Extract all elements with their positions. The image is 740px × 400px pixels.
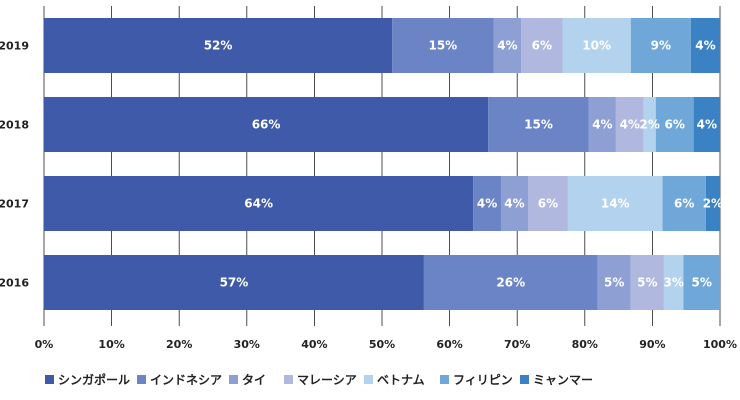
bar-segment <box>44 255 424 310</box>
data-label: 4% <box>695 39 715 53</box>
y-tick-label: 2017 <box>0 198 29 211</box>
data-label: 66% <box>252 118 281 132</box>
data-label: 52% <box>204 39 233 53</box>
bar-segment <box>562 18 631 73</box>
data-label: 4% <box>504 197 524 211</box>
bar-segment <box>423 255 598 310</box>
bar-segment <box>705 176 720 231</box>
y-tick-label: 2016 <box>0 277 29 290</box>
data-label: 10% <box>582 39 611 53</box>
bar-segment <box>528 176 568 231</box>
data-label: 15% <box>524 118 553 132</box>
data-label: 5% <box>637 276 657 290</box>
data-label: 64% <box>244 197 273 211</box>
bar-segment <box>630 18 691 73</box>
bar-segment <box>655 97 694 152</box>
legend-label: タイ <box>242 373 266 387</box>
legend-label: ベトナム <box>377 373 425 387</box>
data-label: 4% <box>592 118 612 132</box>
legend-label: インドネシア <box>150 373 222 387</box>
legend-swatch <box>137 375 146 384</box>
bar-segment <box>662 176 706 231</box>
bar-segment <box>488 97 589 152</box>
data-label: 2% <box>640 118 660 132</box>
bar-segment <box>630 255 664 310</box>
bar-segment <box>500 176 529 231</box>
bar-segment <box>473 176 501 231</box>
x-tick-label: 50% <box>369 338 395 351</box>
legend-label: シンガポール <box>58 372 130 387</box>
x-tick-label: 10% <box>98 338 124 351</box>
data-label: 26% <box>496 276 525 290</box>
bar-segment <box>663 255 684 310</box>
legend-swatch <box>284 375 293 384</box>
legend-swatch <box>364 375 373 384</box>
data-label: 4% <box>697 118 717 132</box>
data-label: 57% <box>220 276 249 290</box>
bar-segment <box>690 18 720 73</box>
legend-swatch <box>229 375 238 384</box>
bar-segment <box>588 97 616 152</box>
bar-segment <box>44 18 393 73</box>
data-label: 6% <box>665 118 685 132</box>
data-label: 6% <box>538 197 558 211</box>
x-tick-label: 100% <box>703 338 737 351</box>
bars <box>44 18 720 310</box>
bar-segment <box>392 18 494 73</box>
bar-segment <box>521 18 563 73</box>
bar-segment <box>493 18 522 73</box>
bar-segment <box>597 255 631 310</box>
x-tick-label: 40% <box>301 338 327 351</box>
legend: シンガポール インドネシア タイ マレーシア ベトナム フィリピン ミャンマー <box>45 372 593 387</box>
bar-segment <box>44 176 474 231</box>
x-tick-label: 30% <box>234 338 260 351</box>
bar-segment <box>615 97 644 152</box>
legend-label: フィリピン <box>453 373 513 387</box>
x-tick-label: 20% <box>166 338 192 351</box>
y-tick-label: 2019 <box>0 40 29 53</box>
bar-segment <box>693 97 720 152</box>
data-label: 6% <box>532 39 552 53</box>
y-tick-label: 2018 <box>0 119 29 132</box>
bar-segment <box>44 97 489 152</box>
data-labels: 52% 15% 4% 6% 10% 9% 4%66% 15% 4% 4% 2% 6% 4%64% 4% 4%… <box>204 39 723 290</box>
data-label: 2% <box>703 197 723 211</box>
data-label: 9% <box>651 39 671 53</box>
data-label: 5% <box>604 276 624 290</box>
data-label: 6% <box>674 197 694 211</box>
bar-segment <box>567 176 663 231</box>
legend-swatch <box>440 375 449 384</box>
bar-segment <box>683 255 720 310</box>
data-label: 4% <box>620 118 640 132</box>
legend-swatch <box>520 375 529 384</box>
x-tick-label: 70% <box>504 338 530 351</box>
data-label: 15% <box>428 39 457 53</box>
data-label: 3% <box>664 276 684 290</box>
legend-label: マレーシア <box>297 373 357 387</box>
x-tick-label: 80% <box>572 338 598 351</box>
data-label: 14% <box>601 197 630 211</box>
x-tick-label: 0% <box>35 338 54 351</box>
legend-swatch <box>45 375 54 384</box>
data-label: 5% <box>692 276 712 290</box>
axes: 0% 10% 20% 30% 40% 50% 60% 70% 80% 90% 100% 2019 201… <box>0 40 737 352</box>
x-tick-label: 90% <box>639 338 665 351</box>
data-label: 4% <box>497 39 517 53</box>
x-tick-label: 60% <box>436 338 462 351</box>
bar-segment <box>643 97 656 152</box>
data-label: 4% <box>477 197 497 211</box>
legend-label: ミャンマー <box>533 373 593 387</box>
